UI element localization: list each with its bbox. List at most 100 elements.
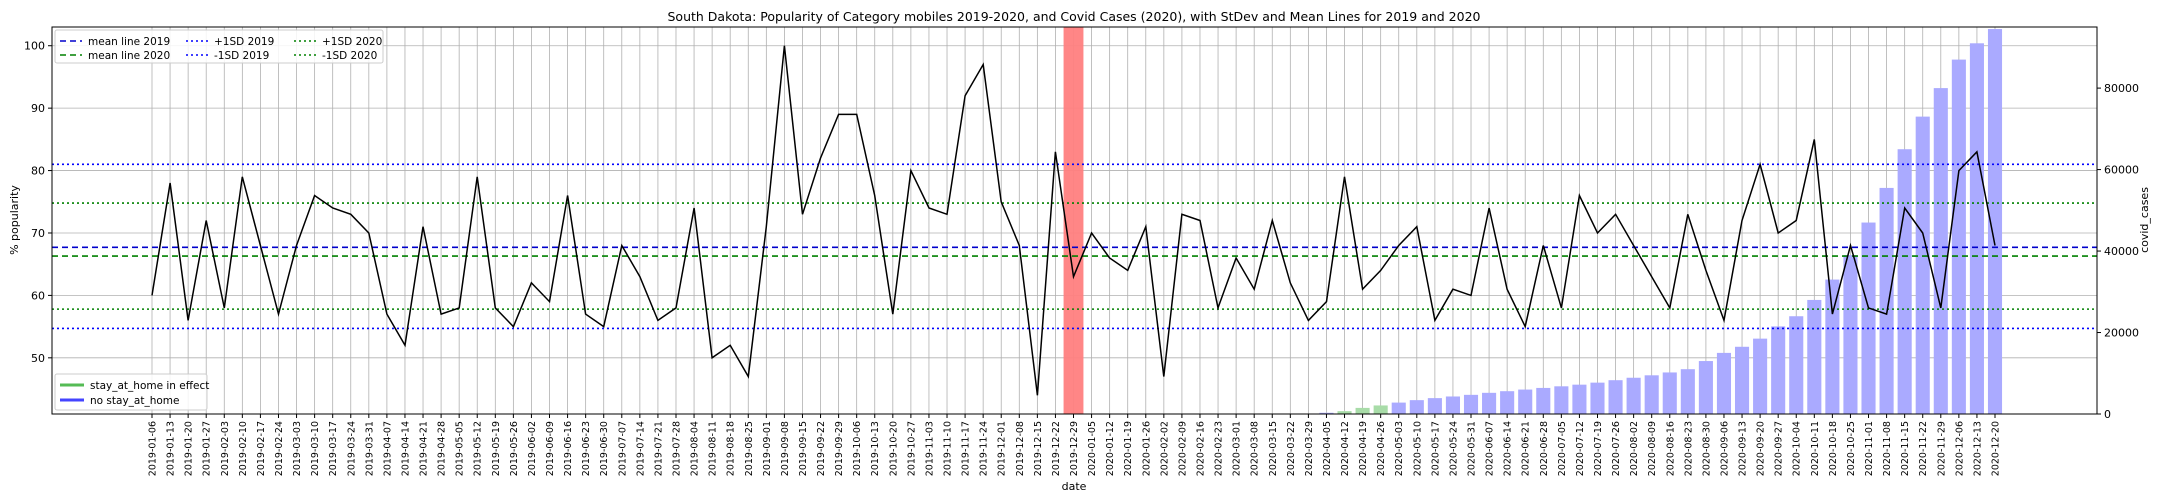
x-tick-label: 2020-09-27 bbox=[1774, 421, 1785, 476]
covid-bar bbox=[1698, 361, 1713, 414]
y-tick-label: 50 bbox=[31, 352, 45, 365]
x-tick-label: 2020-01-12 bbox=[1105, 421, 1116, 476]
x-axis: 2019-01-06 2019-01-13 2019-01-20 2019-01-27… bbox=[148, 414, 2002, 476]
y2-tick-label: 0 bbox=[2104, 408, 2111, 421]
x-tick-label: 2019-10-06 bbox=[852, 421, 863, 476]
covid-bar bbox=[1337, 411, 1352, 414]
covid-bar bbox=[1897, 149, 1912, 415]
legend-bottom-label: no stay_at_home bbox=[90, 395, 179, 407]
reference-lines bbox=[52, 163, 2097, 330]
x-tick-label: 2020-01-05 bbox=[1087, 421, 1098, 476]
x-tick-label: 2020-02-16 bbox=[1195, 421, 1206, 476]
covid-bar bbox=[1843, 255, 1858, 414]
x-tick-label: 2020-06-28 bbox=[1539, 421, 1550, 476]
x-tick-label: 2020-06-14 bbox=[1503, 421, 1514, 476]
x-tick-label: 2020-09-13 bbox=[1738, 421, 1749, 476]
x-tick-label: 2019-01-20 bbox=[184, 421, 195, 476]
x-tick-label: 2020-08-02 bbox=[1629, 421, 1640, 476]
x-tick-label: 2020-08-30 bbox=[1701, 421, 1712, 476]
x-tick-label: 2020-08-09 bbox=[1647, 421, 1658, 476]
legend-top: mean line 2019 mean line 2020 +1SD 2019 -1S… bbox=[54, 29, 384, 64]
legend-top-label: -1SD 2019 bbox=[214, 50, 269, 62]
x-tick-label: 2019-12-22 bbox=[1051, 421, 1062, 476]
x-tick-label: 2020-09-20 bbox=[1756, 421, 1767, 476]
x-tick-label: 2019-05-12 bbox=[473, 421, 484, 476]
x-tick-label: 2019-06-23 bbox=[581, 421, 592, 476]
x-tick-label: 2019-07-28 bbox=[671, 421, 682, 476]
covid-bar bbox=[1409, 400, 1424, 414]
legend-top-label: mean line 2019 bbox=[88, 36, 170, 48]
x-tick-label: 2020-01-26 bbox=[1141, 421, 1152, 476]
covid-bar bbox=[1626, 377, 1641, 414]
x-tick-label: 2020-02-02 bbox=[1159, 421, 1170, 476]
covid-bar bbox=[1662, 372, 1677, 414]
covid-bar bbox=[1915, 116, 1930, 414]
covid-bar bbox=[1608, 380, 1623, 414]
x-tick-label: 2020-08-16 bbox=[1665, 421, 1676, 476]
x-tick-label: 2020-03-22 bbox=[1286, 421, 1297, 476]
covid-bar bbox=[1879, 187, 1894, 414]
covid-bar bbox=[1716, 352, 1732, 414]
chart-title: South Dakota: Popularity of Category mob… bbox=[668, 9, 1481, 24]
covid-bar bbox=[1391, 402, 1406, 414]
x-tick-label: 2019-02-24 bbox=[274, 421, 285, 476]
x-tick-label: 2020-10-18 bbox=[1828, 421, 1839, 476]
legend-top-label: +1SD 2020 bbox=[322, 36, 382, 48]
x-tick-label: 2019-09-01 bbox=[762, 421, 773, 476]
legend-top-label: -1SD 2020 bbox=[322, 50, 377, 62]
x-tick-label: 2019-06-16 bbox=[563, 421, 574, 476]
y2-tick-label: 60000 bbox=[2104, 164, 2139, 177]
y-tick-label: 100 bbox=[24, 40, 45, 53]
covid-bar bbox=[1933, 88, 1948, 415]
y-tick-label: 70 bbox=[31, 227, 45, 240]
x-tick-label: 2020-05-17 bbox=[1430, 421, 1441, 476]
x-tick-label: 2019-10-13 bbox=[870, 421, 881, 476]
popularity-line-group bbox=[151, 45, 1996, 396]
x-tick-label: 2019-08-25 bbox=[744, 421, 755, 476]
covid-bar bbox=[1680, 369, 1695, 414]
grid bbox=[52, 27, 2097, 414]
x-tick-label: 2019-07-07 bbox=[617, 421, 628, 476]
covid-bar bbox=[1789, 316, 1804, 414]
x-tick-label: 2020-04-19 bbox=[1358, 421, 1369, 476]
x-tick-label: 2020-07-05 bbox=[1557, 421, 1568, 476]
y2-axis: 0 20000 40000 60000 80000 bbox=[2097, 82, 2139, 421]
x-tick-label: 2020-04-12 bbox=[1340, 421, 1351, 476]
x-tick-label: 2019-08-11 bbox=[708, 421, 719, 476]
x-tick-label: 2020-06-21 bbox=[1521, 421, 1532, 476]
x-tick-label: 2019-10-27 bbox=[906, 421, 917, 476]
x-tick-label: 2019-06-09 bbox=[545, 421, 556, 476]
x-tick-label: 2019-03-31 bbox=[364, 421, 375, 476]
covid-bar bbox=[1482, 392, 1497, 414]
x-tick-label: 2019-05-26 bbox=[509, 421, 520, 476]
y-axis: 50 60 70 80 90 100 bbox=[24, 40, 52, 365]
legend-top-label: mean line 2020 bbox=[88, 50, 170, 62]
x-tick-label: 2019-07-14 bbox=[635, 421, 646, 476]
x-tick-label: 2020-02-23 bbox=[1214, 421, 1225, 476]
x-tick-label: 2020-07-26 bbox=[1611, 421, 1622, 476]
covid-bar bbox=[1427, 398, 1442, 414]
covid-bar bbox=[1644, 375, 1659, 414]
x-tick-label: 2020-09-06 bbox=[1719, 421, 1730, 476]
x-tick-label: 2019-02-10 bbox=[238, 421, 249, 476]
x-tick-label: 2020-07-19 bbox=[1593, 421, 1604, 476]
x-tick-label: 2019-11-10 bbox=[943, 421, 954, 476]
x-tick-label: 2019-01-06 bbox=[148, 421, 159, 476]
y-tick-label: 90 bbox=[31, 102, 45, 115]
y-tick-label: 80 bbox=[31, 165, 45, 178]
legend-bottom-box bbox=[54, 373, 208, 411]
x-tick-label: 2019-09-22 bbox=[816, 421, 827, 476]
covid-bar bbox=[1373, 405, 1388, 414]
x-tick-label: 2019-06-30 bbox=[599, 421, 610, 476]
x-tick-label: 2019-12-29 bbox=[1069, 421, 1080, 476]
x-tick-label: 2019-04-28 bbox=[437, 421, 448, 476]
x-tick-label: 2020-11-01 bbox=[1864, 421, 1875, 476]
x-tick-label: 2020-02-09 bbox=[1177, 421, 1188, 476]
popularity-line bbox=[151, 45, 1996, 396]
y2-tick-label: 80000 bbox=[2104, 82, 2139, 95]
covid-bar bbox=[1825, 279, 1840, 414]
x-tick-label: 2020-03-15 bbox=[1268, 421, 1279, 476]
x-tick-label: 2019-04-21 bbox=[419, 421, 430, 476]
x-tick-label: 2019-09-15 bbox=[798, 421, 809, 476]
